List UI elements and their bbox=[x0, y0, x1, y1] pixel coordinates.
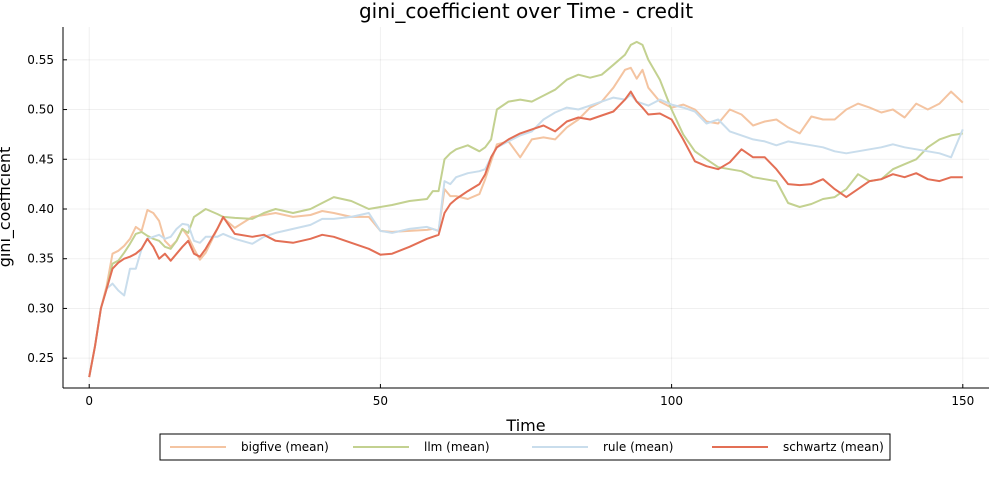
x-tick-label: 150 bbox=[951, 394, 974, 408]
y-tick-label: 0.35 bbox=[27, 252, 54, 266]
legend-label-llm: llm (mean) bbox=[424, 440, 490, 454]
y-tick-label: 0.55 bbox=[27, 53, 54, 67]
x-axis-label: Time bbox=[505, 416, 545, 435]
grid bbox=[63, 27, 989, 388]
series-line-rule bbox=[88, 93, 964, 378]
legend-label-bigfive: bigfive (mean) bbox=[241, 440, 329, 454]
y-tick-label: 0.25 bbox=[27, 351, 54, 365]
x-tick-label: 0 bbox=[85, 394, 93, 408]
legend-label-schwartz: schwartz (mean) bbox=[783, 440, 884, 454]
series-line-schwartz bbox=[88, 90, 963, 378]
ticks: 0 50 100 150 0.25 0.30 0.35 0.40 0.45 0.50 0.55 bbox=[27, 53, 974, 408]
y-axis-label: gini_coefficient bbox=[0, 147, 15, 268]
y-tick-label: 0.45 bbox=[27, 152, 54, 166]
y-tick-label: 0.30 bbox=[27, 301, 54, 315]
series-line-llm bbox=[88, 40, 963, 378]
chart-title: gini_coefficient over Time - credit bbox=[359, 0, 693, 23]
x-tick-label: 100 bbox=[660, 394, 683, 408]
x-tick-label: 50 bbox=[373, 394, 388, 408]
legend-box bbox=[159, 433, 891, 461]
series-lines bbox=[88, 40, 964, 378]
legend: bigfive (mean) llm (mean) rule (mean) schwa… bbox=[159, 433, 891, 461]
legend-label-rule: rule (mean) bbox=[603, 440, 673, 454]
y-tick-label: 0.50 bbox=[27, 103, 54, 117]
y-tick-label: 0.40 bbox=[27, 202, 54, 216]
